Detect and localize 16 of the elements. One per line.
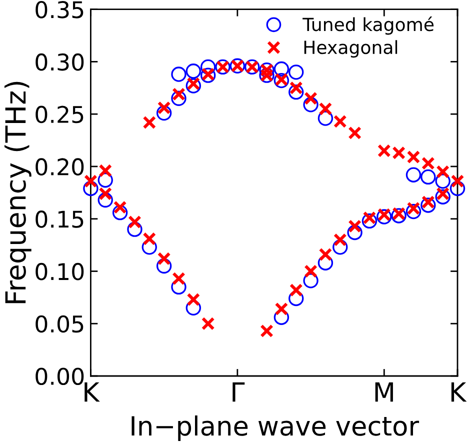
x-tick-label: Γ	[232, 382, 245, 402]
x-tick-label: K	[84, 382, 100, 402]
y-tick-label: 0.10	[36, 262, 84, 280]
y-tick-label: 0.25	[36, 106, 84, 124]
y-tick-label: 0.00	[36, 368, 84, 386]
y-tick-label: 0.35	[36, 1, 84, 18]
y-tick-label: 0.30	[36, 53, 84, 71]
y-tick-label: 0.05	[36, 315, 84, 333]
y-tick-label: 0.20	[36, 158, 84, 176]
legend-label: Hexagonal	[304, 40, 398, 58]
x-tick-label: K	[451, 382, 467, 402]
y-axis-title: Frequency (THz)	[4, 82, 32, 304]
y-tick-label: 0.15	[36, 210, 84, 228]
x-tick-label: M	[375, 382, 393, 402]
legend-label: Tuned kagomé	[302, 16, 434, 35]
x-axis-title: In−plane wave vector	[132, 415, 420, 441]
